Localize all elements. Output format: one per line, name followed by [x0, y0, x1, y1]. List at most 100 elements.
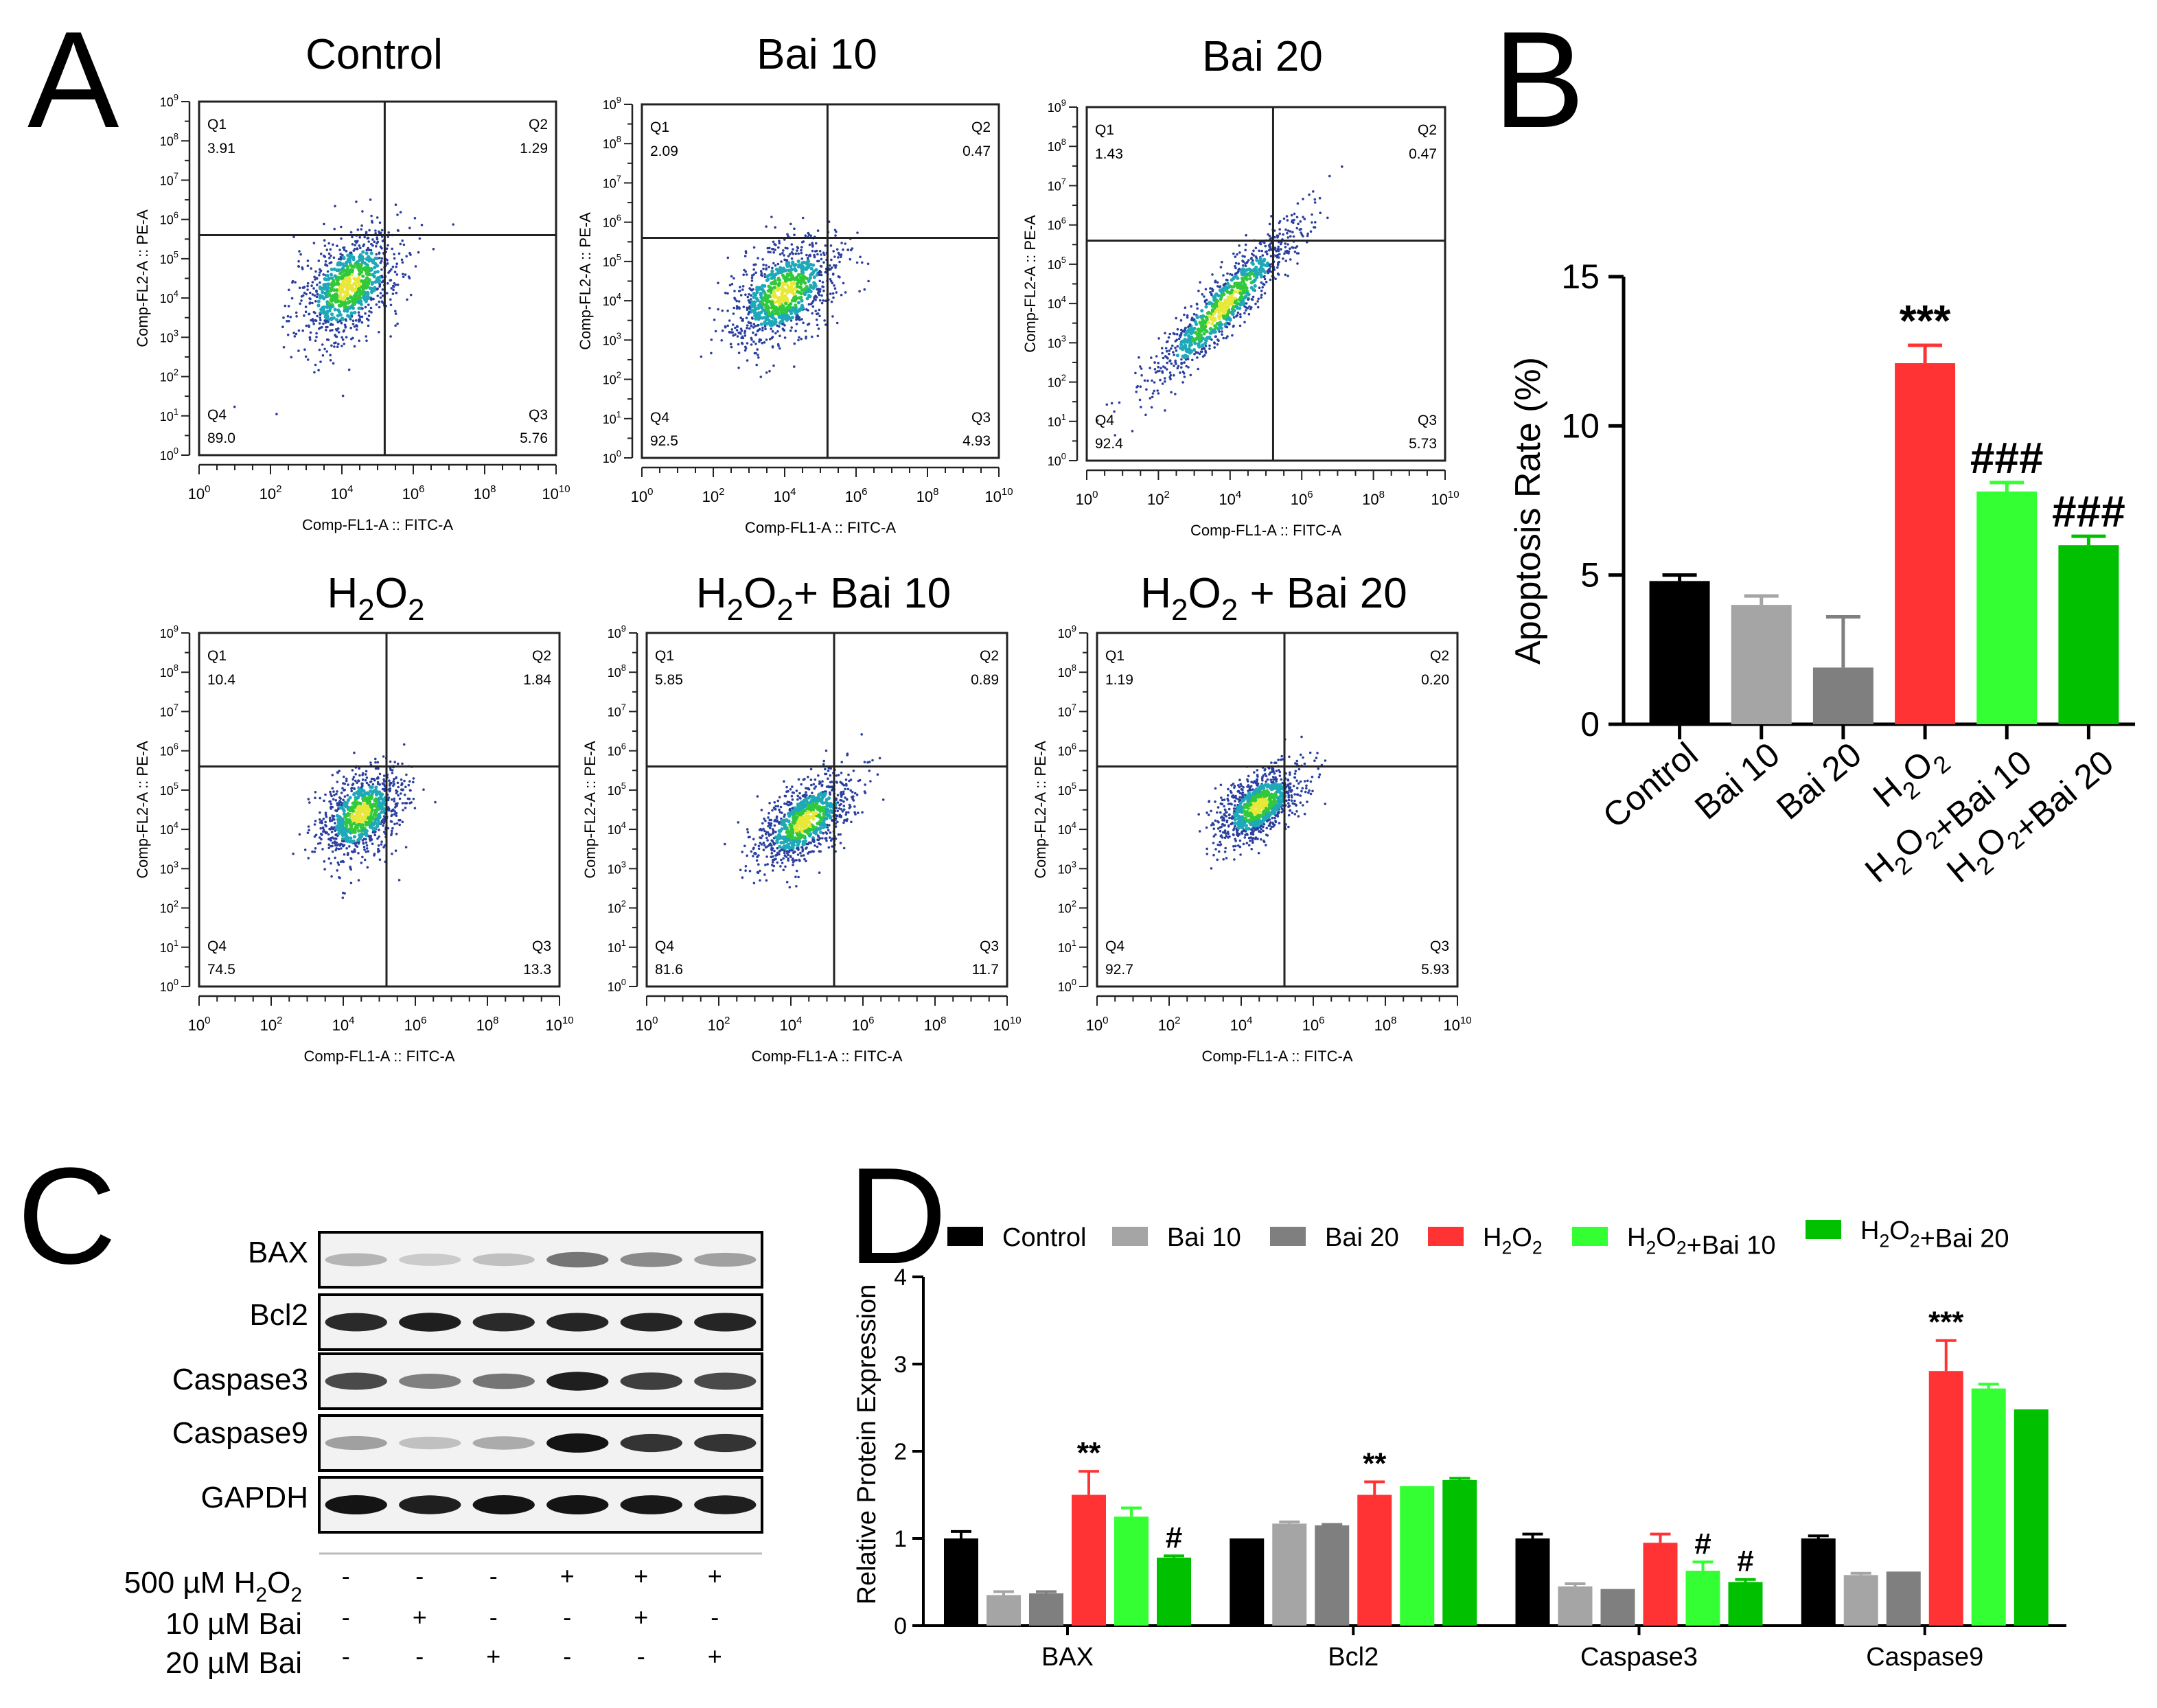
- flow-event: [1232, 325, 1235, 328]
- flow-event: [764, 864, 767, 866]
- flow-event: [361, 855, 364, 859]
- flow-event: [422, 788, 425, 791]
- flow-event: [378, 331, 380, 334]
- x-tick-label: 100: [188, 1015, 211, 1034]
- flow-event: [1270, 215, 1273, 218]
- flow-event: [325, 329, 327, 332]
- flow-event: [766, 277, 770, 281]
- flow-event: [721, 309, 724, 312]
- flow-event: [1180, 361, 1183, 365]
- flow-event: [827, 829, 830, 832]
- flow-event: [399, 242, 402, 246]
- flow-event: [340, 321, 343, 325]
- flow-event: [734, 333, 737, 336]
- flow-event: [1225, 336, 1227, 340]
- quadrant-value: 1.84: [523, 672, 551, 688]
- quadrant-label: Q4: [207, 407, 227, 423]
- flow-event: [1157, 365, 1160, 369]
- flow-event: [800, 338, 803, 341]
- flow-event: [1238, 306, 1242, 310]
- flow-event: [1161, 371, 1164, 374]
- flow-event: [354, 240, 357, 243]
- flow-event: [783, 238, 786, 241]
- flow-event: [1219, 301, 1223, 305]
- flow-event: [811, 813, 816, 818]
- flow-event: [812, 831, 816, 835]
- flow-event: [1243, 255, 1246, 258]
- flow-event: [803, 822, 807, 827]
- flow-event: [1189, 349, 1193, 354]
- flow-event: [792, 281, 796, 286]
- x-tick-label: 108: [924, 1015, 947, 1034]
- flow-event: [1156, 370, 1159, 373]
- flow-event: [782, 857, 785, 860]
- flow-event: [1214, 281, 1216, 284]
- flow-event: [1197, 330, 1201, 335]
- flow-event: [791, 841, 796, 845]
- quadrant-label: Q2: [980, 648, 999, 664]
- flow-event: [1218, 323, 1222, 327]
- flow-event: [360, 315, 364, 319]
- flow-event: [840, 772, 843, 774]
- flow-event: [1181, 381, 1184, 384]
- flow-event: [800, 288, 804, 292]
- flow-event: [404, 846, 408, 849]
- flow-event: [1315, 757, 1318, 759]
- flow-event: [740, 330, 743, 332]
- flow-event: [793, 310, 797, 314]
- flow-event: [768, 827, 772, 829]
- flow-event: [303, 849, 307, 851]
- flow-event: [793, 365, 796, 368]
- flow-event: [1203, 325, 1208, 329]
- flow-event: [881, 798, 885, 801]
- flow-event: [368, 310, 371, 313]
- flow-event: [776, 851, 779, 855]
- flow-event: [334, 288, 338, 292]
- flow-event: [765, 299, 769, 303]
- flow-event: [1289, 230, 1292, 233]
- flow-event: [346, 805, 350, 809]
- flow-event: [321, 821, 324, 824]
- flow-event: [878, 757, 881, 760]
- flow-event: [390, 820, 393, 823]
- flow-event: [370, 214, 373, 218]
- flow-event: [1201, 336, 1205, 341]
- flow-event: [313, 294, 316, 297]
- flow-event: [827, 846, 831, 849]
- flow-event: [798, 824, 803, 829]
- flow-event: [351, 319, 355, 323]
- flow-event: [358, 296, 362, 300]
- flow-event: [801, 848, 805, 851]
- flow-event: [282, 316, 285, 319]
- flow-event: [807, 279, 811, 283]
- flow-event: [367, 236, 369, 240]
- flow-event: [1245, 306, 1248, 309]
- flow-event: [724, 325, 727, 329]
- flow-event: [365, 317, 369, 321]
- flow-event: [803, 292, 807, 297]
- flow-event: [746, 308, 749, 312]
- flow-event: [1222, 284, 1225, 287]
- flow-event: [798, 275, 803, 279]
- flow-event: [374, 757, 377, 761]
- flow-event: [831, 281, 834, 285]
- flow-event: [404, 807, 407, 809]
- flow-event: [1298, 228, 1302, 231]
- flow-event: [791, 807, 794, 809]
- flow-event: [757, 356, 760, 359]
- flow-event: [1203, 341, 1208, 345]
- x-axis-label: Comp-FL1-A :: FITC-A: [303, 1048, 454, 1065]
- flow-event: [1230, 294, 1234, 298]
- flow-event: [360, 321, 364, 324]
- flow-event: [1225, 278, 1228, 281]
- flow-plot-title: Bai 10: [757, 31, 877, 78]
- flow-event: [364, 312, 367, 315]
- y-tick-label: 104: [608, 820, 626, 837]
- flow-event: [1138, 356, 1140, 359]
- flow-event: [1254, 268, 1258, 273]
- flow-event: [1164, 409, 1166, 412]
- y-tick-label: 100: [608, 977, 626, 994]
- flow-event: [1246, 813, 1250, 818]
- flow-event: [1162, 356, 1165, 360]
- flow-event: [1227, 310, 1231, 314]
